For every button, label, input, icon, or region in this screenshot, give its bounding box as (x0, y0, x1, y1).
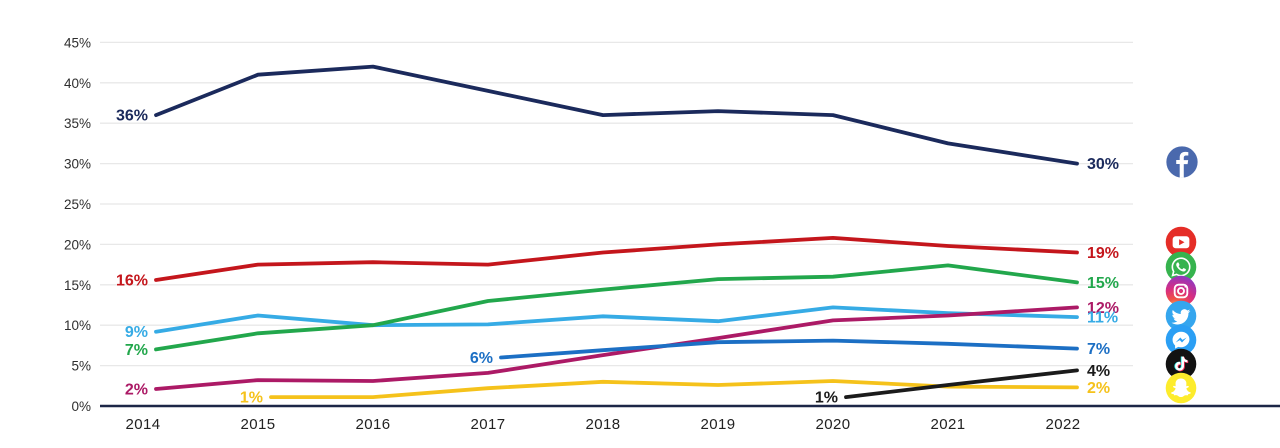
x-tick-2018: 2018 (586, 416, 621, 433)
y-tick-35: 35% (64, 116, 91, 131)
x-tick-2022: 2022 (1046, 416, 1081, 433)
twitter-icon (1165, 300, 1197, 332)
instagram-line (154, 305, 1079, 391)
y-tick-15: 15% (64, 278, 91, 293)
x-tick-2021: 2021 (931, 416, 966, 433)
whatsapp-end-label: 15% (1087, 275, 1119, 292)
y-tick-40: 40% (64, 76, 91, 91)
youtube-start-label: 16% (116, 272, 148, 289)
twitter-end-label: 11% (1087, 310, 1118, 327)
y-tick-0: 0% (71, 399, 91, 414)
snapchat-icon (1165, 372, 1197, 404)
messenger-line (499, 338, 1079, 360)
messenger-icon (1165, 324, 1197, 356)
facebook-start-label: 36% (116, 108, 148, 125)
messenger-end-label: 7% (1087, 341, 1110, 358)
y-tick-5: 5% (71, 359, 91, 374)
instagram-end-label: 12% (1087, 300, 1119, 317)
twitter-line (154, 305, 1079, 334)
twitter-start-label: 9% (125, 324, 148, 341)
facebook-icon (1166, 146, 1198, 178)
x-tick-2016: 2016 (356, 416, 391, 433)
tiktok-end-label: 4% (1087, 363, 1110, 380)
whatsapp-start-label: 7% (125, 342, 148, 359)
whatsapp-icon (1165, 251, 1197, 283)
snapchat-end-label: 2% (1087, 380, 1110, 397)
youtube-icon (1165, 226, 1197, 258)
instagram-start-label: 2% (125, 382, 148, 399)
y-tick-20: 20% (64, 237, 91, 252)
y-tick-30: 30% (64, 157, 91, 172)
facebook-end-label: 30% (1087, 156, 1119, 173)
instagram-icon (1165, 275, 1197, 307)
x-tick-2020: 2020 (816, 416, 851, 433)
tiktok-start-label: 1% (815, 390, 838, 407)
snapchat-start-label: 1% (240, 390, 263, 407)
x-tick-2014: 2014 (126, 416, 161, 433)
youtube-line (154, 235, 1079, 282)
y-tick-45: 45% (64, 35, 91, 50)
y-tick-10: 10% (64, 318, 91, 333)
tiktok-icon (1165, 348, 1197, 380)
x-tick-2019: 2019 (701, 416, 736, 433)
whatsapp-line (154, 263, 1079, 352)
youtube-end-label: 19% (1087, 245, 1119, 262)
tiktok-line (844, 368, 1079, 400)
messenger-start-label: 6% (470, 350, 493, 367)
x-tick-2015: 2015 (241, 416, 276, 433)
x-tick-2017: 2017 (471, 416, 506, 433)
facebook-line (154, 64, 1079, 166)
y-tick-25: 25% (64, 197, 91, 212)
